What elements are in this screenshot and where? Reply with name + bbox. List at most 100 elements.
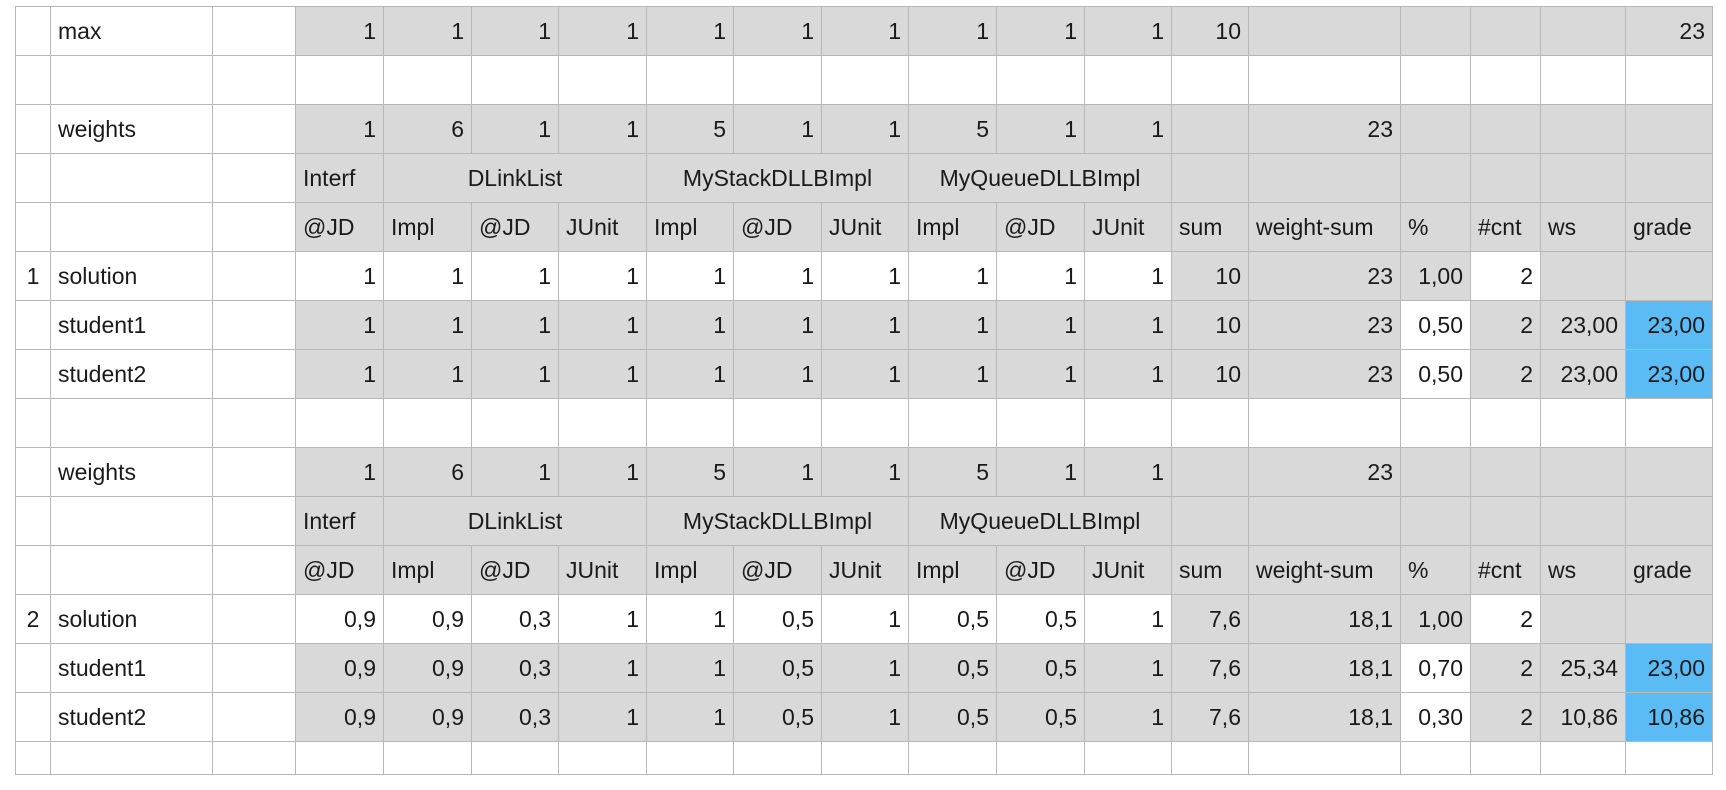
cell[interactable] <box>1400 6 1471 56</box>
cell[interactable] <box>1171 496 1249 546</box>
cell[interactable]: 1 <box>908 6 997 56</box>
cell[interactable] <box>646 398 734 448</box>
cell[interactable] <box>1400 104 1471 154</box>
cell[interactable]: 1 <box>821 300 909 350</box>
cell[interactable] <box>1171 741 1249 775</box>
cell[interactable] <box>1400 55 1471 105</box>
cell[interactable]: 1 <box>821 6 909 56</box>
cell[interactable]: weights <box>50 104 213 154</box>
cell[interactable] <box>1400 447 1471 497</box>
cell[interactable] <box>471 398 559 448</box>
cell[interactable]: 1 <box>1084 251 1172 301</box>
cell[interactable]: 1 <box>471 300 559 350</box>
cell[interactable]: 1 <box>383 251 472 301</box>
cell[interactable]: 1 <box>1084 104 1172 154</box>
cell[interactable]: 1 <box>996 251 1085 301</box>
cell[interactable]: 1 <box>908 300 997 350</box>
cell[interactable] <box>50 398 213 448</box>
cell[interactable]: #cnt <box>1470 202 1541 252</box>
cell[interactable] <box>15 349 51 399</box>
cell[interactable] <box>1084 398 1172 448</box>
cell[interactable]: 0,5 <box>908 643 997 693</box>
cell[interactable]: 1 <box>646 692 734 742</box>
cell[interactable]: 0,70 <box>1400 643 1471 693</box>
cell[interactable] <box>1470 496 1541 546</box>
cell[interactable] <box>50 741 213 775</box>
cell[interactable]: 1 <box>295 349 384 399</box>
cell[interactable]: student1 <box>50 643 213 693</box>
cell[interactable]: 0,9 <box>383 594 472 644</box>
cell[interactable] <box>1625 741 1713 775</box>
cell[interactable] <box>1248 153 1401 203</box>
cell[interactable]: Interf <box>295 153 384 203</box>
cell[interactable] <box>1540 104 1626 154</box>
cell[interactable]: 23,00 <box>1625 300 1713 350</box>
cell[interactable]: 1 <box>821 692 909 742</box>
cell[interactable] <box>908 55 997 105</box>
cell[interactable]: 0,5 <box>733 594 822 644</box>
cell[interactable]: 1 <box>908 251 997 301</box>
cell[interactable]: 1 <box>1084 692 1172 742</box>
cell[interactable]: 1 <box>1084 447 1172 497</box>
cell[interactable]: Impl <box>383 202 472 252</box>
cell[interactable] <box>1540 496 1626 546</box>
cell[interactable]: Impl <box>383 545 472 595</box>
cell[interactable]: 1 <box>558 594 647 644</box>
cell[interactable] <box>15 643 51 693</box>
cell[interactable]: 1 <box>295 251 384 301</box>
cell[interactable] <box>212 6 296 56</box>
cell[interactable]: 1 <box>646 349 734 399</box>
cell[interactable] <box>471 741 559 775</box>
cell[interactable]: 23,00 <box>1625 643 1713 693</box>
cell[interactable]: 0,50 <box>1400 349 1471 399</box>
cell[interactable] <box>1248 398 1401 448</box>
cell[interactable]: 1 <box>383 349 472 399</box>
cell[interactable] <box>908 398 997 448</box>
cell[interactable]: #cnt <box>1470 545 1541 595</box>
cell[interactable] <box>1400 496 1471 546</box>
cell[interactable] <box>471 55 559 105</box>
cell[interactable]: 6 <box>383 104 472 154</box>
cell[interactable]: JUnit <box>558 202 647 252</box>
cell[interactable] <box>50 153 213 203</box>
cell[interactable]: 7,6 <box>1171 594 1249 644</box>
cell[interactable]: MyQueueDLLBImpl <box>908 496 1172 546</box>
cell[interactable] <box>212 349 296 399</box>
cell[interactable]: 0,9 <box>295 594 384 644</box>
cell[interactable] <box>821 741 909 775</box>
cell[interactable] <box>1171 55 1249 105</box>
cell[interactable]: 1 <box>295 6 384 56</box>
cell[interactable]: 1 <box>15 251 51 301</box>
cell[interactable]: solution <box>50 594 213 644</box>
cell[interactable]: 0,5 <box>996 643 1085 693</box>
cell[interactable] <box>1400 741 1471 775</box>
cell[interactable]: 1 <box>558 692 647 742</box>
cell[interactable]: 1 <box>996 349 1085 399</box>
cell[interactable]: 1 <box>821 643 909 693</box>
cell[interactable]: @JD <box>996 202 1085 252</box>
cell[interactable]: 1 <box>646 6 734 56</box>
cell[interactable]: 2 <box>1470 300 1541 350</box>
cell[interactable] <box>212 153 296 203</box>
cell[interactable]: 1 <box>295 104 384 154</box>
cell[interactable]: 1,00 <box>1400 594 1471 644</box>
cell[interactable] <box>50 545 213 595</box>
cell[interactable]: 1 <box>471 349 559 399</box>
cell[interactable]: 18,1 <box>1248 594 1401 644</box>
cell[interactable]: @JD <box>295 545 384 595</box>
cell[interactable]: 1 <box>1084 300 1172 350</box>
cell[interactable]: 1 <box>733 251 822 301</box>
cell[interactable] <box>15 692 51 742</box>
cell[interactable]: 0,50 <box>1400 300 1471 350</box>
cell[interactable]: 23 <box>1248 349 1401 399</box>
cell[interactable]: JUnit <box>558 545 647 595</box>
cell[interactable] <box>212 741 296 775</box>
cell[interactable] <box>1625 104 1713 154</box>
cell[interactable] <box>733 398 822 448</box>
cell[interactable]: 23,00 <box>1625 349 1713 399</box>
cell[interactable] <box>15 55 51 105</box>
cell[interactable]: 1 <box>558 6 647 56</box>
cell[interactable]: 1 <box>646 594 734 644</box>
cell[interactable] <box>821 55 909 105</box>
cell[interactable] <box>212 692 296 742</box>
